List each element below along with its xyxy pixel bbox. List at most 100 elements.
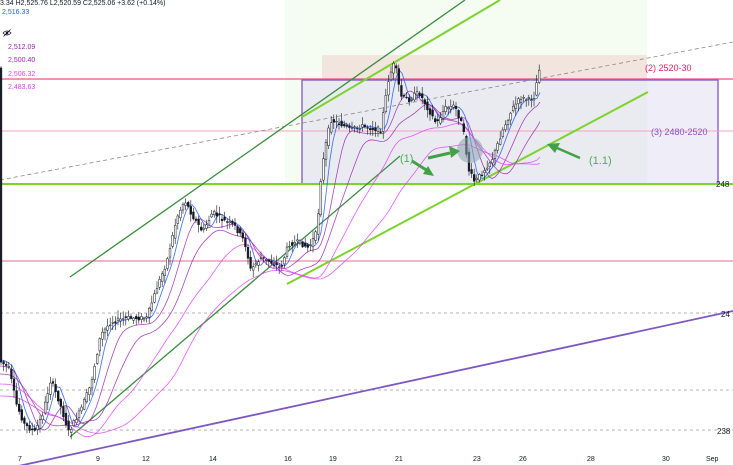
candle-body	[223, 216, 226, 221]
candle-body	[18, 403, 21, 412]
candle-body	[101, 331, 104, 340]
candle-body	[306, 244, 309, 248]
candle-body	[254, 263, 257, 266]
candle-body	[88, 387, 91, 395]
candle-body	[59, 398, 62, 407]
eye-crossed-icon[interactable]	[2, 29, 12, 37]
candle-body	[486, 167, 489, 170]
candle-body	[25, 423, 29, 427]
candle-body	[166, 258, 169, 269]
candle-body	[189, 206, 192, 215]
candle-body	[288, 245, 291, 248]
candle-body	[226, 221, 229, 223]
candle-body	[106, 325, 109, 331]
candle-body	[454, 105, 458, 110]
candles[interactable]	[0, 61, 541, 440]
candle-body	[509, 112, 512, 121]
x-label-30: 30	[662, 456, 670, 463]
candle-body	[249, 256, 252, 269]
candle-body	[158, 279, 161, 288]
candle-body	[168, 248, 172, 258]
candle-body	[72, 420, 75, 427]
candle-body	[343, 124, 346, 127]
candle-body	[332, 119, 335, 123]
candle-body	[462, 123, 465, 132]
candle-body	[202, 227, 205, 230]
candle-body	[57, 390, 60, 402]
channel-upper-lime[interactable]	[301, 0, 501, 118]
candle-body	[384, 95, 387, 112]
candle-body	[374, 127, 377, 132]
candle-body	[23, 417, 26, 424]
candle-body	[161, 273, 164, 282]
arrow-1b	[427, 146, 460, 160]
candle-body	[319, 180, 322, 216]
channel-lower-lime[interactable]	[286, 91, 649, 285]
dashed-trendline[interactable]	[0, 41, 733, 181]
candle-body	[171, 235, 174, 247]
moving-averages	[0, 69, 541, 438]
label-1: (1)	[400, 153, 413, 165]
channel-upper-dark[interactable]	[69, 0, 466, 278]
candle-body	[322, 158, 325, 181]
candle-body	[7, 366, 10, 368]
candle-body	[176, 215, 179, 224]
time-axis[interactable]: 7 9 12 14 16 19 21 23 26 28 30 Sep	[18, 456, 719, 463]
x-label-16: 16	[284, 456, 292, 463]
candle-body	[382, 112, 385, 132]
channel-lower-dark[interactable]	[69, 155, 401, 438]
candle-body	[285, 246, 289, 257]
candle-body	[283, 257, 286, 265]
x-label-23: 23	[473, 456, 481, 463]
candle-body	[415, 91, 419, 96]
candle-body	[506, 120, 510, 126]
touch-circle	[457, 137, 483, 163]
candle-body	[233, 222, 237, 226]
moving-average-line-2	[0, 90, 541, 431]
candle-body	[200, 226, 203, 231]
candle-body	[361, 124, 364, 128]
x-label-sep: Sep	[706, 456, 719, 463]
candle-body	[345, 125, 348, 127]
candle-body	[90, 379, 94, 389]
candle-body	[155, 288, 159, 294]
candle-body	[174, 224, 177, 239]
x-label-19: 19	[329, 456, 337, 463]
indicator-value-5: 2,483.63	[8, 84, 36, 91]
long-trendline-purple[interactable]	[0, 310, 733, 465]
candle-body	[423, 99, 426, 105]
candle-body	[184, 202, 187, 206]
candle-body	[145, 316, 148, 319]
candle-body	[499, 138, 502, 145]
candle-body	[67, 420, 70, 431]
candle-body	[114, 321, 117, 324]
candle-body	[470, 169, 473, 174]
candle-body	[244, 237, 247, 248]
candle-body	[236, 226, 239, 234]
candle-body	[44, 401, 47, 414]
candle-body	[228, 221, 231, 223]
candle-body	[85, 392, 88, 403]
candle-body	[33, 428, 36, 431]
candle-body	[501, 129, 504, 137]
candle-body	[140, 316, 143, 320]
candle-body	[421, 93, 424, 99]
candle-body	[2, 361, 5, 365]
candle-body	[337, 123, 341, 126]
candle-body	[272, 264, 276, 266]
candle-body	[475, 177, 478, 180]
candle-body	[504, 124, 507, 130]
candle-body	[389, 71, 393, 81]
candle-body	[358, 128, 361, 130]
candle-body	[444, 105, 447, 112]
candle-body	[335, 121, 338, 123]
indicator-value-2: 2,512.09	[8, 44, 36, 51]
candle-body	[231, 220, 234, 224]
candle-body	[314, 231, 317, 241]
candle-body	[150, 302, 153, 311]
candle-body	[530, 99, 533, 101]
candle-body	[348, 125, 351, 128]
label-1-1: (1.1)	[589, 155, 612, 167]
